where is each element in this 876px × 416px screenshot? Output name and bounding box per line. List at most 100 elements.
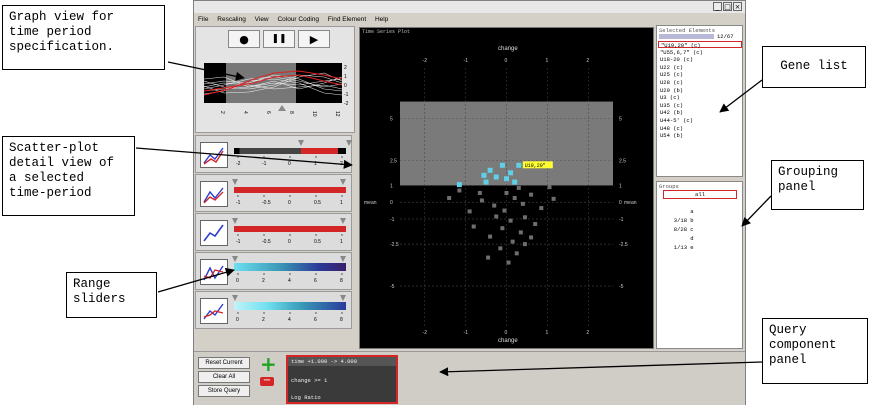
gene-list-item[interactable]: U29 (b) [660,86,684,94]
scatter-point[interactable] [520,201,525,206]
selected-point[interactable] [483,179,489,185]
reset-current-button[interactable]: Reset Current [198,357,250,369]
menu-bar: File Rescaling View Colour Coding Find E… [194,14,745,26]
callout-gene-list: Gene list [762,46,866,88]
gene-list-item[interactable]: U42 (b) [660,109,684,117]
scatter-point[interactable] [512,196,517,200]
gene-list-item[interactable]: U35 (c) [660,101,684,109]
scatter-point[interactable] [498,246,503,251]
selected-range-region[interactable] [400,101,613,186]
scatter-point[interactable] [502,208,507,213]
close-button[interactable]: × [733,2,742,11]
minimize-button[interactable]: _ [713,2,722,11]
menu-colour-coding[interactable]: Colour Coding [277,16,320,23]
scatter-point[interactable] [494,214,499,219]
group-row[interactable]: 3/18 b [661,217,721,225]
selected-point[interactable] [456,182,462,188]
scatter-plot[interactable]: 5 5 2.5 2.5 1 1 0 0 -1 -1 -2.5 -2.5 -5 -5 -2 -2 -1 -1 0 0 1 1… [360,28,653,348]
scatter-point[interactable] [551,196,556,201]
scatter-point[interactable] [533,222,538,226]
selected-point[interactable] [512,179,518,185]
y-tick-label: -5 [619,284,624,290]
scatter-point[interactable] [522,215,527,220]
graph-x-tick: 4 [242,111,248,114]
gene-list-item[interactable]: "U55,6,7" (c) [660,48,703,56]
scatter-point[interactable] [447,196,452,200]
scatter-point[interactable] [529,192,534,197]
group-letter: d [687,235,694,242]
menu-file[interactable]: File [198,16,209,23]
range-slider[interactable] [234,148,346,154]
gene-list-item[interactable]: U22 (c) [660,63,684,71]
maximize-button[interactable]: □ [723,2,732,11]
gene-list-item[interactable]: U48 (c) [660,124,684,132]
gene-list-item[interactable]: U18-20 (c) [660,56,694,64]
progress-bar [659,34,714,39]
play-button[interactable]: ▶ [298,30,330,48]
group-row[interactable]: 8/28 c [661,226,721,234]
selected-point[interactable] [493,174,499,180]
group-row[interactable]: a [661,208,721,216]
gene-list-item[interactable]: U3 (c) [660,94,680,102]
scatter-point[interactable] [547,185,552,190]
menu-find-element[interactable]: Find Element [327,16,367,23]
scatter-point[interactable] [500,226,505,231]
scatter-point[interactable] [477,190,482,195]
selected-point[interactable] [508,170,514,176]
group-row[interactable]: d [661,235,721,243]
x-tick-label: 2 [586,330,589,336]
query-component[interactable]: time +1.000 -> 4.000 change >= 1 Log Rat… [286,355,398,404]
menu-view[interactable]: View [254,16,269,23]
store-query-button[interactable]: Store Query [198,385,250,397]
point-label-box [522,161,553,169]
range-slider[interactable] [234,187,346,193]
range-slider[interactable] [234,226,346,232]
scatter-point[interactable] [514,251,519,256]
gene-list-item[interactable]: U54 (b) [660,132,684,140]
graph-y-tick: 2 [344,65,347,71]
scatter-point[interactable] [522,242,527,247]
remove-query-icon[interactable]: − [260,376,274,386]
selected-point[interactable] [487,167,493,173]
scatter-point[interactable] [539,206,544,211]
color-range-slider[interactable] [234,302,346,310]
group-row[interactable]: 1/13 e [661,244,721,252]
trend-icon [200,298,228,324]
scatter-point[interactable] [516,185,521,190]
scatter-point[interactable] [479,198,484,203]
scatter-point[interactable] [457,188,462,193]
scatter-point[interactable] [486,255,491,260]
selected-point[interactable] [504,176,509,182]
clear-all-button[interactable]: Clear All [198,371,250,383]
gene-list-item[interactable]: U25 (c) [660,71,684,79]
y-tick-label: 0 [619,200,622,206]
selected-point[interactable] [481,172,487,178]
scatter-point[interactable] [504,190,509,195]
scatter-point[interactable] [510,239,515,244]
pause-button[interactable]: ❚❚ [263,30,295,48]
slider-tick-label: 8 [340,317,343,322]
scatter-point[interactable] [471,224,476,229]
scatter-point[interactable] [506,260,511,265]
scatter-point[interactable] [467,209,472,214]
record-button[interactable]: ● [228,30,260,48]
gene-list-item[interactable]: U44-5' (c) [660,117,694,124]
gene-list-item[interactable]: "U19,20" (c) [658,41,742,49]
graph-x-tick: 2 [219,111,225,114]
selected-point[interactable] [499,162,505,168]
scatter-point[interactable] [488,234,493,239]
gene-list-item[interactable]: U28 (c) [660,79,684,86]
menu-rescaling[interactable]: Rescaling [217,16,246,23]
scatter-point[interactable] [508,218,513,223]
graph-x-tick: 10 [311,111,317,117]
color-range-slider[interactable] [234,263,346,271]
scatter-point[interactable] [518,230,523,235]
graph-view-plot[interactable]: 024681012 210-1-2 [204,59,354,131]
scatter-point[interactable] [529,235,534,240]
highlighted-point[interactable] [516,162,522,168]
scatter-point[interactable] [492,203,497,208]
add-query-icon[interactable]: + [260,352,277,376]
menu-help[interactable]: Help [374,16,389,23]
group-all[interactable]: all [663,190,737,199]
slider-tick-label: 1 [340,239,343,244]
